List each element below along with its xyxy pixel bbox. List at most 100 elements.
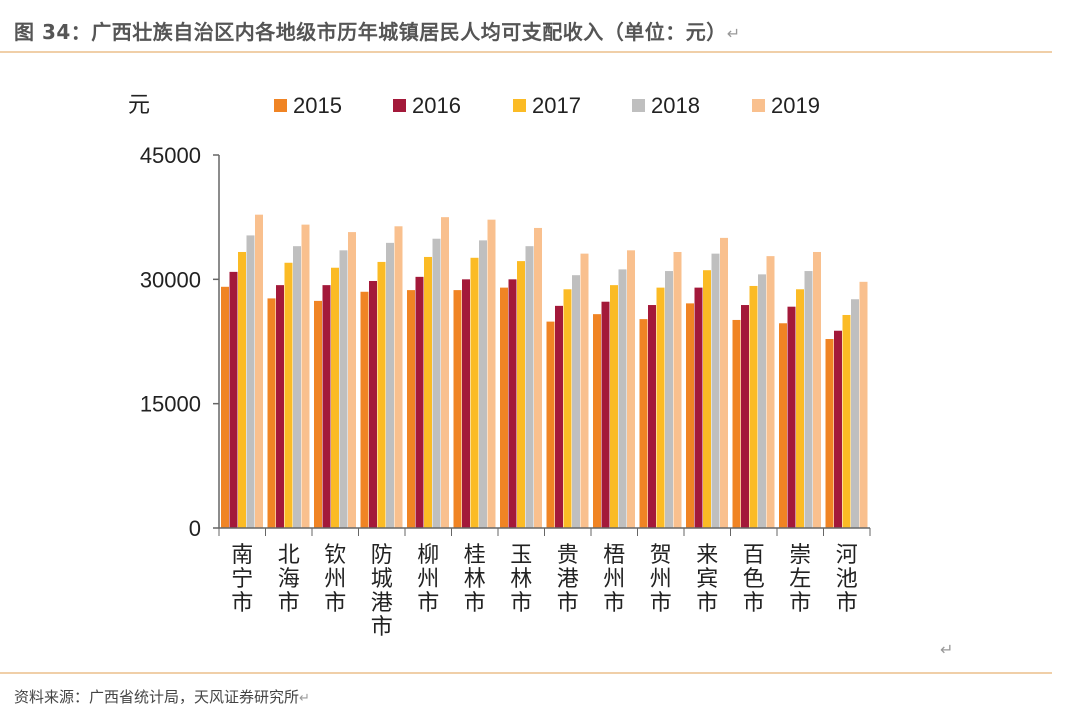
bar-2019-柳州市 (441, 217, 449, 528)
legend-label-2019: 2019 (771, 93, 820, 118)
x-tick-label: 北海市 (278, 543, 300, 616)
x-tick-label-char: 百 (743, 543, 765, 568)
figure-title-text: 图 34：广西壮族自治区内各地级市历年城镇居民人均可支配收入（单位：元） (14, 20, 727, 44)
bar-2019-梧州市 (627, 250, 635, 529)
x-tick-label-char: 市 (371, 615, 393, 640)
bar-2017-河池市 (842, 314, 851, 528)
x-tick-label-char: 州 (603, 567, 625, 592)
x-tick-label-char: 州 (324, 567, 346, 592)
bar-2015-柳州市 (407, 290, 415, 528)
y-tick-label: 45000 (140, 143, 201, 168)
x-tick-label-char: 北 (278, 543, 300, 568)
x-tick-label-char: 港 (557, 567, 579, 592)
bar-2017-贵港市 (563, 289, 572, 528)
bar-2016-崇左市 (787, 306, 796, 528)
x-tick-label-char: 河 (836, 543, 858, 568)
x-tick-label-char: 林 (464, 567, 486, 592)
bar-2016-桂林市 (462, 279, 470, 528)
bar-2018-河池市 (851, 299, 859, 528)
x-tick-label: 南宁市 (231, 543, 253, 616)
x-tick-label-char: 玉 (510, 543, 532, 568)
x-tick-label-char: 市 (557, 591, 579, 616)
x-tick-label-char: 市 (464, 591, 486, 616)
x-tick-label: 河池市 (836, 543, 858, 616)
bar-2017-南宁市 (238, 251, 246, 529)
x-tick-label-char: 贵 (557, 543, 579, 568)
y-tick-label: 30000 (140, 267, 201, 292)
bar-2017-崇左市 (796, 289, 804, 528)
bar-2015-防城港市 (360, 291, 369, 528)
bar-2015-北海市 (267, 298, 276, 528)
bar-2019-河池市 (859, 281, 868, 528)
x-tick-label-char: 州 (417, 567, 439, 592)
figure-title: 图 34：广西壮族自治区内各地级市历年城镇居民人均可支配收入（单位：元）↵ (14, 16, 741, 45)
bar-chart: 2015 2016 2017 2018 2019 元 0150003000045000 … (128, 93, 871, 640)
x-tick-label-char: 市 (324, 591, 346, 616)
bar-2016-百色市 (741, 305, 749, 528)
x-tick-label: 百色市 (743, 543, 765, 616)
bar-2017-钦州市 (331, 267, 339, 528)
x-tick-label-char: 市 (417, 591, 439, 616)
bar-2018-玉林市 (525, 246, 534, 528)
bar-2019-贺州市 (673, 251, 682, 529)
bar-2016-玉林市 (508, 279, 517, 528)
x-axis: 南宁市北海市钦州市防城港市柳州市桂林市玉林市贵港市梧州市贺州市来宾市百色市崇左市… (218, 527, 871, 640)
x-tick-label-char: 崇 (789, 543, 811, 568)
bar-2019-北海市 (301, 224, 310, 529)
bar-2016-南宁市 (229, 271, 238, 528)
return-mark-icon: ↵ (299, 691, 310, 706)
bar-2019-钦州市 (348, 232, 356, 528)
x-tick-label-char: 南 (231, 543, 253, 568)
x-tick-label-char: 市 (278, 591, 300, 616)
x-tick-label-char: 桂 (464, 543, 486, 568)
bars (221, 214, 868, 529)
bar-2018-梧州市 (618, 269, 627, 528)
bar-2017-来宾市 (703, 270, 711, 528)
y-tick-label: 15000 (140, 392, 201, 417)
bar-2016-钦州市 (322, 285, 331, 528)
bottom-divider (0, 672, 1052, 674)
legend-swatch-2015 (274, 99, 287, 112)
x-tick-label-char: 宾 (696, 567, 718, 592)
bar-2016-贵港市 (555, 305, 563, 528)
bar-2019-桂林市 (487, 219, 496, 529)
x-tick-label: 贵港市 (557, 543, 579, 616)
bar-2016-柳州市 (415, 276, 424, 528)
legend-label-2018: 2018 (651, 93, 700, 118)
x-tick-label-char: 城 (371, 567, 393, 592)
x-tick-label-char: 市 (650, 591, 672, 616)
bar-2016-来宾市 (694, 287, 703, 528)
legend: 2015 2016 2017 2018 2019 (274, 93, 820, 118)
bar-2016-河池市 (834, 330, 842, 528)
x-tick-label-char: 市 (231, 591, 253, 616)
x-tick-label-char: 梧 (603, 543, 625, 568)
legend-label-2015: 2015 (293, 93, 342, 118)
legend-label-2016: 2016 (412, 93, 461, 118)
bar-2015-贺州市 (639, 319, 648, 528)
legend-swatch-2019 (752, 99, 765, 112)
bar-2015-贵港市 (546, 321, 555, 528)
bar-2018-桂林市 (479, 240, 487, 528)
legend-label-2017: 2017 (532, 93, 581, 118)
x-tick-label-char: 左 (789, 567, 811, 592)
x-tick-label: 梧州市 (603, 543, 625, 616)
bar-2015-百色市 (732, 319, 741, 528)
x-tick-label: 桂林市 (464, 543, 486, 616)
x-tick-label-char: 池 (836, 567, 858, 592)
bar-2019-来宾市 (720, 237, 728, 528)
x-tick-label-char: 钦 (324, 543, 346, 568)
x-tick-label-char: 市 (696, 591, 718, 616)
bar-2018-防城港市 (386, 242, 394, 528)
x-tick-label-char: 来 (696, 543, 718, 568)
bar-2016-贺州市 (648, 305, 656, 528)
y-axis: 0 15000 30000 45000 (140, 143, 220, 541)
x-tick-label: 柳州市 (417, 543, 439, 616)
source-note: 资料来源：广西省统计局，天风证券研究所↵ (14, 686, 310, 707)
x-tick-label-char: 市 (836, 591, 858, 616)
x-tick-label-char: 宁 (231, 567, 253, 592)
legend-swatch-2018 (632, 99, 645, 112)
bar-2017-桂林市 (470, 257, 479, 528)
bar-2017-贺州市 (656, 287, 665, 528)
bar-2019-南宁市 (255, 214, 263, 528)
